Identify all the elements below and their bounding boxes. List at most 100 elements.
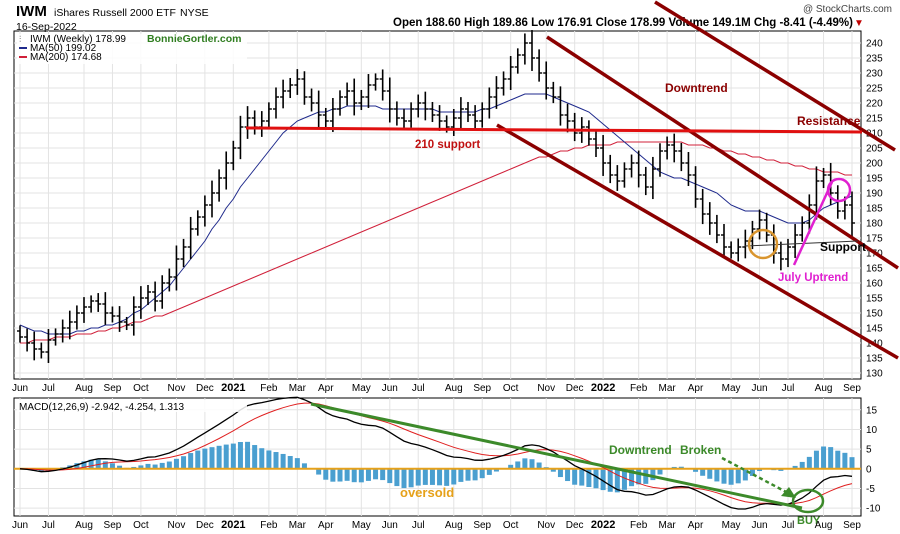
chart-date: 16-Sep-2022 [16,21,77,33]
macd-tick-label: -5 [866,484,875,495]
macd-histogram-bar [301,463,307,469]
x-tick-label: Feb [260,520,278,531]
price-bar [792,224,799,258]
resistance-label: Resistance [797,114,861,128]
resistance-line [245,126,863,134]
x-tick-label: May [352,520,371,531]
macd-histogram-bar [636,468,642,485]
macd-histogram-bar [373,468,379,480]
price-bar [429,101,436,123]
macd-histogram-bar [486,468,492,475]
x-tick-label: May [722,520,741,531]
x-tick-label: Mar [289,520,307,531]
price-bar [187,216,194,260]
price-bar [244,106,251,139]
price-bar [849,191,855,237]
macd-tick-label: 0 [866,464,872,475]
x-tick-label: 2021 [221,519,245,531]
macd-histogram-bar [31,468,37,471]
macd-histogram-bar [351,468,357,483]
price-bar [479,102,486,128]
macd-tick-label: -10 [866,504,881,515]
price-bar [614,165,621,191]
macd-downtrend-label: Downtrend [609,443,672,457]
buy-circle [791,488,825,514]
support-line [744,240,859,247]
x-tick-label: Sep [104,520,122,531]
price-bar [209,180,215,218]
price-bar [45,329,52,363]
price-tick-label: 135 [866,354,883,365]
price-bar [52,328,59,346]
macd-signal-line [19,402,853,505]
price-bar [73,305,80,330]
price-tick-label: 190 [866,189,883,200]
chg-arrow-icon: ▼ [854,18,864,29]
macd-tick-label: 10 [866,425,878,436]
price-bar [649,156,656,200]
macd-histogram-bar [316,468,322,475]
price-bar [237,115,244,160]
price-bar [109,306,116,323]
x-tick-label: Nov [537,520,555,531]
macd-histogram-bar [280,453,286,469]
x-tick-label: Dec [196,383,214,394]
macd-histogram-bar [387,468,393,484]
x-tick-label: 2021 [221,382,245,394]
quote-line: Open 188.60 High 189.86 Low 176.91 Close… [393,17,853,29]
x-tick-label: Jun [382,383,398,394]
price-bar [137,286,144,319]
macd-histogram-bar [237,442,243,469]
price-tick-label: 220 [866,99,883,110]
x-tick-label: Oct [503,520,519,531]
price-bar [322,107,329,129]
broken-arrow-line [721,456,791,496]
price-bar [308,88,315,112]
macd-tick-label: 5 [866,445,872,456]
x-tick-label: Jun [12,383,28,394]
price-bar [692,166,699,208]
x-tick-label: Jul [412,520,425,531]
macd-histogram-bar [138,465,144,469]
price-bar [465,101,471,123]
price-bar [713,214,720,244]
x-tick-label: Oct [503,383,519,394]
macd-histogram-bar [607,468,613,492]
macd-histogram-bar [401,468,407,489]
channel-lower-line [496,123,899,360]
macd-annotations: Downtrend Broken oversold BUY [310,402,825,527]
x-tick-label: Jul [782,383,795,394]
price-bar [493,76,500,109]
price-bar [529,30,535,71]
x-tick-label: Jun [382,520,398,531]
macd-histogram-bar [38,468,44,472]
price-tick-label: 225 [866,84,883,95]
macd-histogram-bar [287,456,293,469]
july-uptrend-line [792,181,834,266]
macd-histogram-bar [806,456,812,469]
x-tick-label: Jul [412,383,425,394]
price-bar [507,56,514,90]
x-tick-label: Oct [133,520,149,531]
price-bar [728,241,735,259]
macd-histogram-bar [621,468,627,490]
x-tick-label: Aug [75,520,93,531]
price-tick-label: 180 [866,219,883,230]
price-bar [642,166,649,196]
macd-histogram-bar [700,468,706,476]
price-bar [273,87,279,119]
macd-histogram-bar [117,465,123,469]
macd-histogram-bar [749,468,755,476]
channel-upper-line [546,35,899,270]
price-legend-icon: ⫶ [19,34,21,44]
macd-histogram-bar [444,468,450,486]
price-tick-label: 235 [866,54,883,65]
price-bar [408,102,415,128]
macd-histogram-bar [728,468,734,485]
july-uptrend-label: July Uptrend [778,272,848,284]
price-bar [621,162,628,188]
macd-histogram-bar [408,468,414,488]
price-bar [685,152,692,186]
chart-exchange: NYSE [180,7,209,19]
macd-histogram-bar [472,468,478,481]
